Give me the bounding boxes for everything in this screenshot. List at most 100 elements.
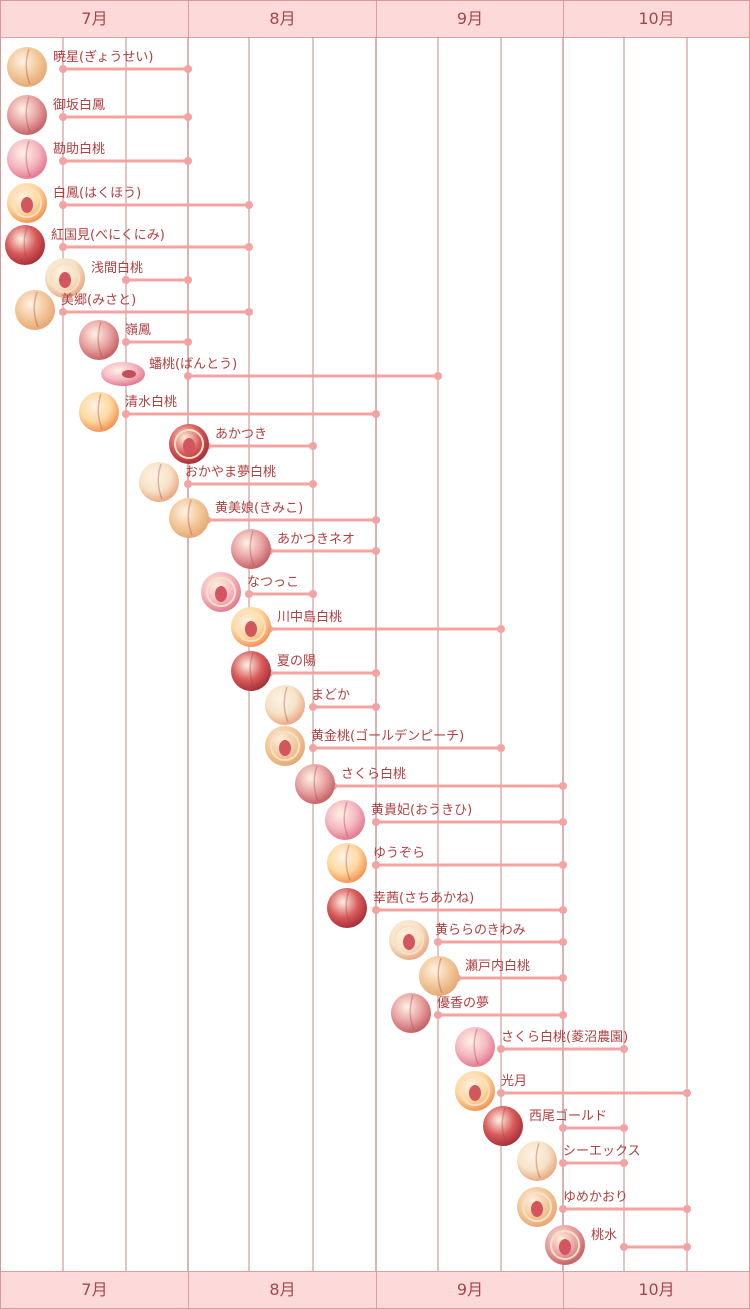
month-header-bottom: 7月 8月 9月 10月 — [1, 1271, 749, 1308]
period-endpoint — [245, 243, 253, 251]
period-endpoint — [620, 1045, 628, 1053]
variety-name: 黄貴妃(おうきひ) — [371, 803, 472, 818]
variety-row: 御坂白鳳 — [7, 95, 192, 135]
variety-name: 黄金桃(ゴールデンピーチ) — [311, 728, 464, 744]
variety-row: 黄ららのきわみ — [389, 920, 567, 960]
variety-row: さくら白桃 — [295, 764, 567, 804]
period-endpoint — [184, 113, 192, 121]
variety-row: 川中島白桃 — [231, 607, 505, 647]
period-endpoint — [184, 65, 192, 73]
variety-row: 夏の陽 — [231, 651, 380, 691]
month-september: 9月 — [456, 9, 484, 28]
variety-name: 暁星(ぎょうせい) — [53, 50, 154, 65]
period-endpoint — [497, 1089, 505, 1097]
peach-halved-icon — [231, 607, 271, 647]
peach-whole-icon — [327, 888, 367, 928]
variety-name: 西尾ゴールド — [529, 1108, 607, 1124]
period-endpoint — [309, 480, 317, 488]
period-endpoint — [245, 590, 253, 598]
peach-halved-icon — [45, 258, 85, 298]
month-divider — [563, 1, 564, 37]
variety-row: ゆうぞら — [327, 843, 567, 883]
variety-name: 川中島白桃 — [277, 609, 342, 625]
variety-row: 西尾ゴールド — [483, 1106, 628, 1146]
variety-name: 夏の陽 — [277, 654, 316, 669]
variety-name: 美郷(みさと) — [61, 293, 136, 308]
peach-whole-icon — [517, 1141, 557, 1181]
peach-whole-icon — [7, 47, 47, 87]
period-endpoint — [559, 782, 567, 790]
period-endpoint — [559, 938, 567, 946]
variety-row: 美郷(みさと) — [15, 290, 253, 330]
peach-halved-icon — [455, 1071, 495, 1111]
period-endpoint — [559, 861, 567, 869]
period-endpoint — [559, 906, 567, 914]
period-endpoint — [184, 480, 192, 488]
variety-name: 優香の夢 — [437, 996, 489, 1011]
variety-row: 瀬戸内白桃 — [419, 956, 567, 996]
period-endpoint — [59, 308, 67, 316]
period-endpoint — [309, 744, 317, 752]
period-endpoint — [122, 276, 130, 284]
month-divider — [376, 1272, 377, 1308]
period-endpoint — [559, 818, 567, 826]
period-endpoint — [184, 276, 192, 284]
period-endpoint — [184, 157, 192, 165]
variety-name: 清水白桃 — [125, 394, 177, 410]
variety-name: ゆめかおり — [563, 1190, 628, 1205]
variety-row: 清水白桃 — [79, 392, 380, 432]
period-endpoint — [372, 410, 380, 418]
period-endpoint — [59, 65, 67, 73]
period-endpoint — [620, 1243, 628, 1251]
variety-row: 黄貴妃(おうきひ) — [325, 800, 567, 840]
period-endpoint — [497, 744, 505, 752]
variety-name: おかやま夢白桃 — [185, 464, 276, 480]
period-endpoint — [59, 201, 67, 209]
variety-name: シーエックス — [563, 1144, 641, 1159]
variety-row: 桃水 — [545, 1225, 691, 1265]
peach-whole-icon — [325, 800, 365, 840]
period-endpoint — [559, 1011, 567, 1019]
peach-whole-icon — [295, 764, 335, 804]
period-endpoint — [434, 938, 442, 946]
variety-name: 嶺鳳 — [125, 323, 151, 338]
variety-row: 紅国見(べにくにみ) — [5, 225, 253, 265]
period-endpoint — [184, 372, 192, 380]
variety-name: 白鳳(はくほう) — [53, 185, 141, 201]
peach-halved-icon — [517, 1187, 557, 1227]
variety-row: まどか — [265, 685, 380, 725]
period-endpoint — [434, 1011, 442, 1019]
month-july: 7月 — [81, 1280, 108, 1299]
period-endpoint — [372, 818, 380, 826]
variety-name: あかつき — [215, 427, 267, 442]
month-header-top: 7月 8月 9月 10月 — [1, 1, 749, 38]
peach-whole-icon — [327, 843, 367, 883]
month-august: 8月 — [269, 1280, 296, 1299]
variety-row: 光月 — [455, 1071, 691, 1111]
period-endpoint — [245, 201, 253, 209]
period-endpoint — [245, 308, 253, 316]
variety-name: 蟠桃(ばんとう) — [149, 357, 237, 372]
variety-row: 浅間白桃 — [45, 258, 192, 298]
period-endpoint — [184, 338, 192, 346]
variety-row: 嶺鳳 — [79, 320, 192, 360]
peach-halved-icon — [265, 726, 305, 766]
period-endpoint — [497, 1045, 505, 1053]
month-july: 7月 — [81, 9, 108, 28]
variety-name: 瀬戸内白桃 — [465, 958, 530, 974]
period-endpoint — [372, 516, 380, 524]
period-endpoint — [122, 410, 130, 418]
variety-row: 黄金桃(ゴールデンピーチ) — [265, 726, 505, 766]
variety-row: 白鳳(はくほう) — [7, 183, 253, 223]
month-divider — [376, 1, 377, 37]
variety-name: ゆうぞら — [373, 846, 425, 861]
period-endpoint — [559, 1124, 567, 1132]
variety-row: 優香の夢 — [391, 993, 567, 1033]
peach-whole-icon — [15, 290, 55, 330]
variety-row: あかつき — [169, 424, 317, 464]
variety-row: 勘助白桃 — [7, 139, 192, 179]
peach-halved-icon — [389, 920, 429, 960]
period-endpoint — [620, 1124, 628, 1132]
flat-peach-icon — [101, 362, 145, 386]
month-october: 10月 — [638, 1280, 675, 1299]
